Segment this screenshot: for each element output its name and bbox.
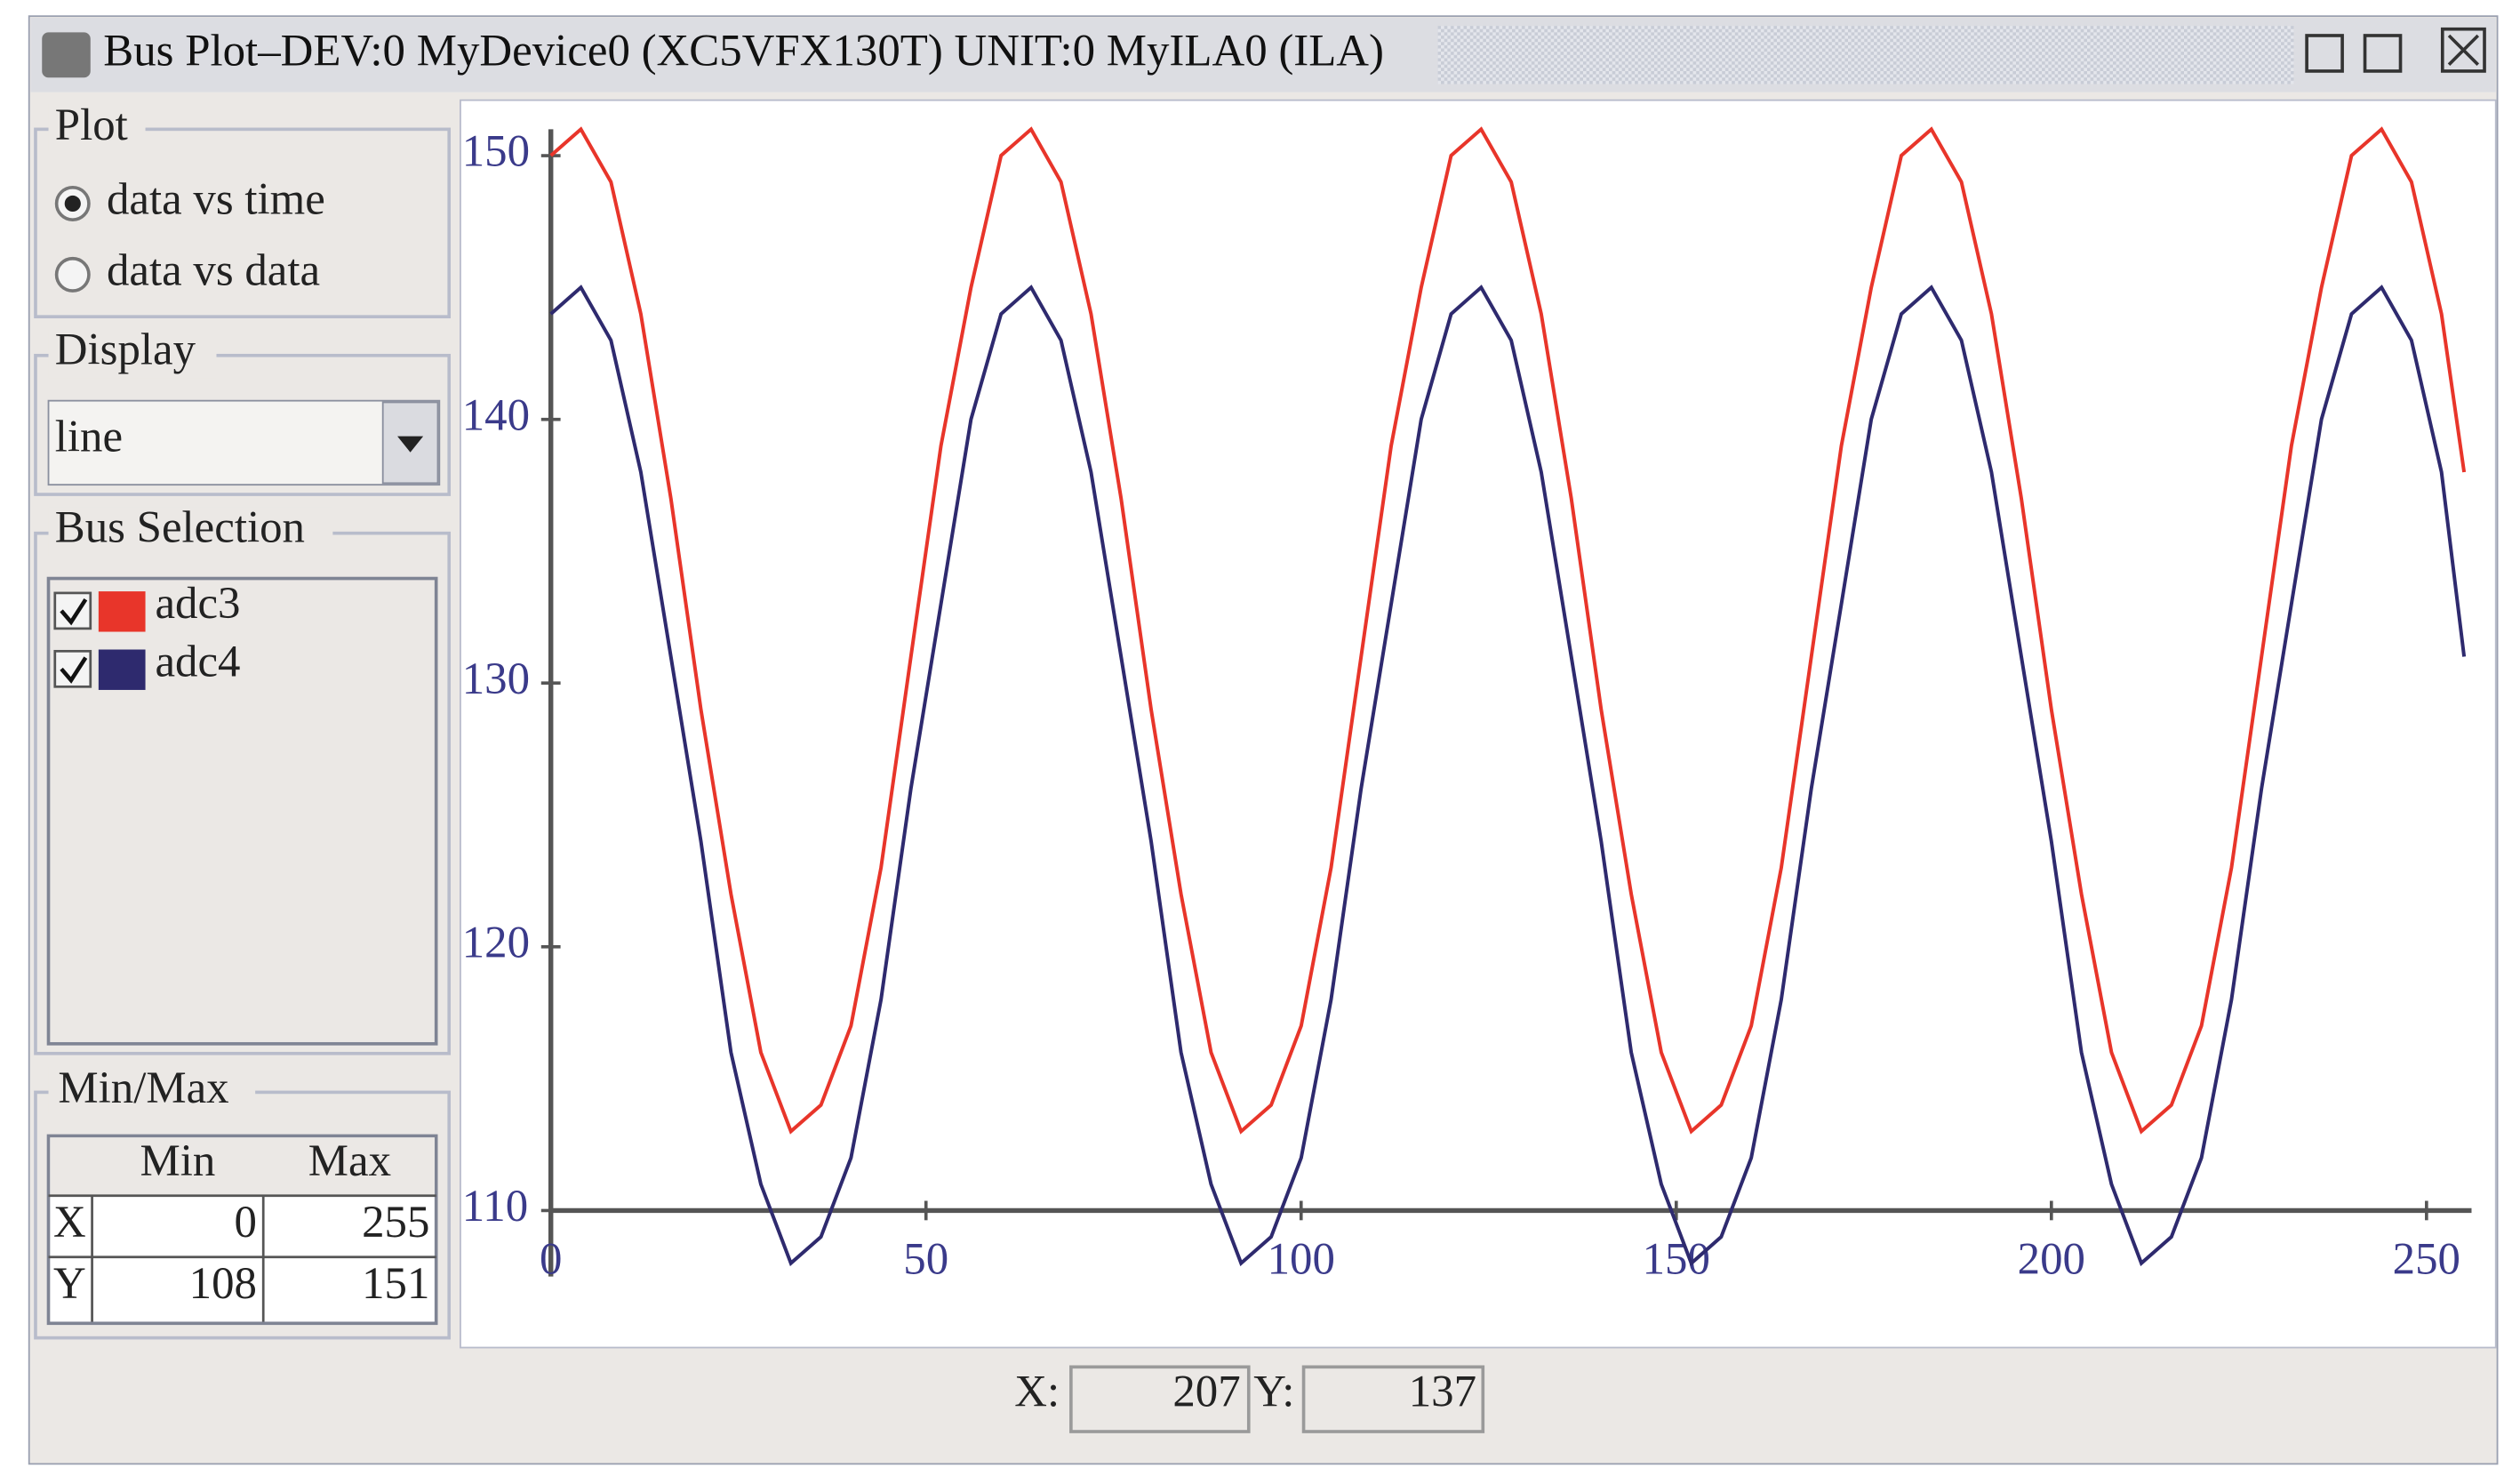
minimize-button[interactable] — [2305, 34, 2344, 73]
display-group — [34, 353, 452, 496]
group-label: Bus Selection — [55, 503, 305, 553]
bus-name: adc3 — [155, 579, 240, 629]
data-line — [549, 126, 2467, 1135]
window-title: Bus Plot–DEV:0 MyDevice0 (XC5VFX130T) UN… — [103, 26, 1384, 76]
table-header: Min — [140, 1136, 215, 1186]
x-tick-label: 200 — [2018, 1235, 2085, 1285]
group-label: Display — [55, 325, 196, 375]
row-label: Y — [53, 1259, 86, 1309]
title-pattern — [1437, 26, 2294, 84]
y-tick-label: 140 — [462, 390, 530, 440]
x-tick-label: 100 — [1268, 1235, 1335, 1285]
x-tick-label: 50 — [903, 1235, 948, 1285]
x-tick-label: 0 — [540, 1235, 562, 1285]
status-y-value: 137 — [1409, 1368, 1476, 1417]
status-x-value: 207 — [1172, 1368, 1240, 1417]
data-line — [549, 285, 2467, 1267]
row-label: X — [53, 1198, 86, 1247]
group-label: Plot — [55, 100, 128, 150]
status-x-label: X: — [1014, 1368, 1060, 1417]
plot-group — [34, 127, 452, 318]
radio-label: data vs data — [107, 246, 320, 296]
group-label: Min/Max — [58, 1063, 228, 1113]
table-cell: 108 — [189, 1259, 257, 1309]
check-mark — [60, 598, 88, 626]
status-y-label: Y: — [1253, 1368, 1294, 1417]
y-tick-label: 110 — [462, 1182, 528, 1231]
status-x-field — [1069, 1365, 1251, 1433]
display-combo[interactable] — [47, 399, 441, 486]
table-cell: 151 — [362, 1259, 429, 1309]
plot-area — [460, 99, 2497, 1349]
table-header: Max — [308, 1136, 391, 1186]
check-mark — [60, 656, 88, 684]
x-tick-label: 250 — [2393, 1235, 2460, 1285]
radio-button[interactable] — [54, 256, 91, 293]
table-cell: 0 — [235, 1198, 257, 1247]
bus-list — [46, 576, 438, 1046]
maximize-button[interactable] — [2363, 34, 2403, 73]
radio-dot — [64, 195, 81, 213]
window-icon — [42, 32, 91, 78]
table-cell: 255 — [362, 1198, 429, 1247]
bus-swatch — [98, 649, 146, 690]
radio-label: data vs time — [107, 175, 325, 225]
combo-value: line — [55, 413, 123, 462]
y-tick-label: 130 — [462, 654, 530, 704]
x-tick-label: 150 — [1643, 1235, 1710, 1285]
close-button[interactable] — [2440, 27, 2486, 73]
y-tick-label: 150 — [462, 127, 530, 177]
bus-swatch — [98, 591, 146, 632]
bus-name: adc4 — [155, 637, 240, 686]
y-tick-label: 120 — [462, 918, 530, 968]
status-y-field — [1301, 1365, 1485, 1433]
